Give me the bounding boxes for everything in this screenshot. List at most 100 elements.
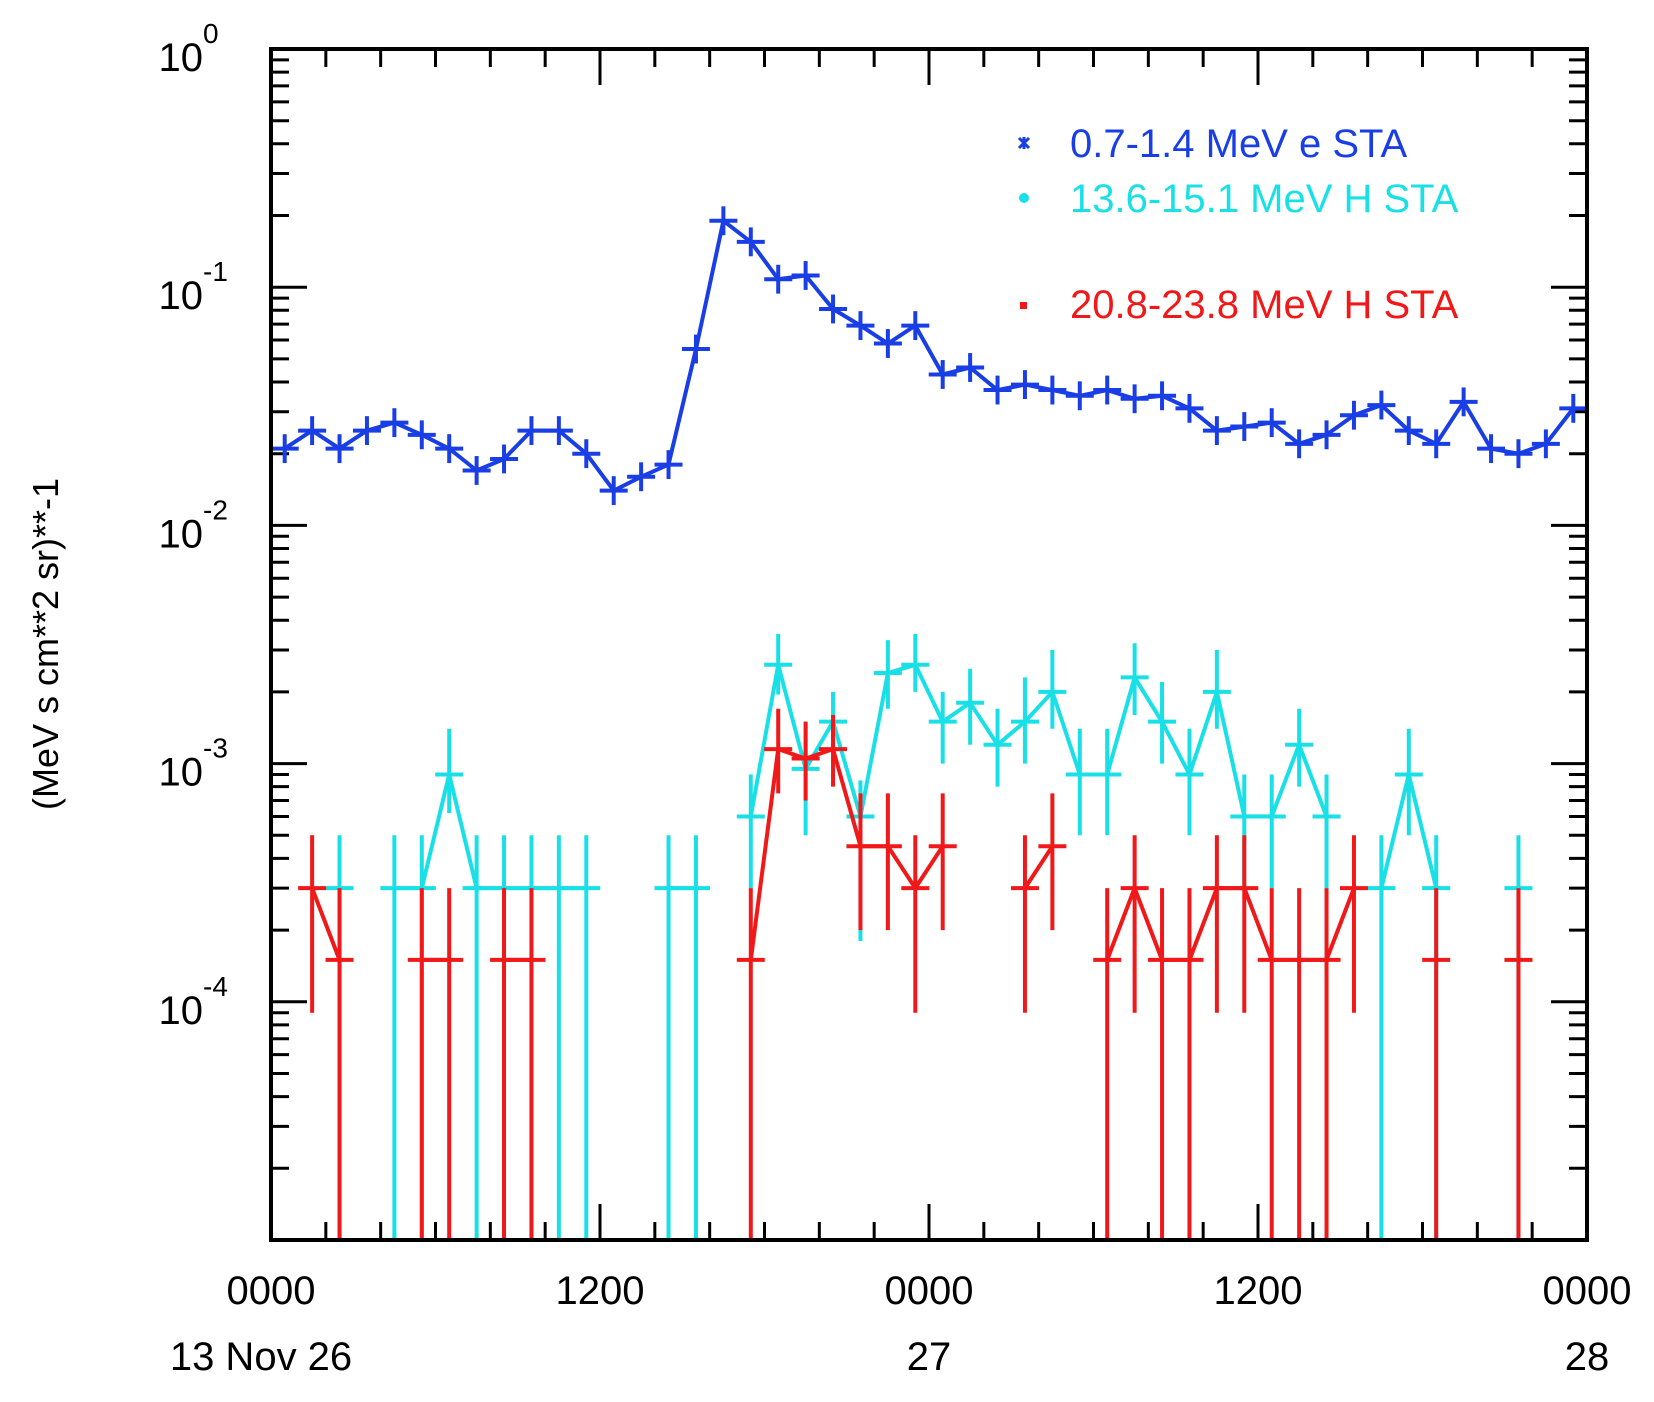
data-point (1559, 393, 1588, 423)
data-point (928, 360, 957, 389)
data-point (819, 714, 848, 787)
data-point (709, 206, 738, 236)
data-point (1175, 888, 1204, 1240)
data-point (1120, 384, 1149, 414)
y-tick-label: 10 (159, 751, 204, 795)
series-2 (298, 708, 1533, 1240)
data-point (873, 329, 902, 358)
data-point (901, 634, 930, 692)
x-tick-label-time: 1200 (556, 1269, 645, 1313)
data-point (873, 793, 902, 931)
data-point (1230, 412, 1259, 441)
data-point (627, 462, 656, 492)
data-point (462, 456, 491, 485)
data-point (1504, 888, 1533, 1240)
y-tick-label: 10 (159, 36, 204, 80)
x-tick-label-time: 1200 (1214, 1269, 1303, 1313)
data-point (1504, 439, 1533, 469)
data-point (681, 835, 710, 1240)
data-point (1449, 387, 1478, 417)
data-point (380, 835, 409, 1240)
data-point (736, 888, 765, 1240)
data-point (1093, 888, 1122, 1240)
y-tick-exponent: -2 (203, 494, 228, 525)
data-point (1202, 649, 1231, 729)
data-point (956, 353, 985, 382)
data-point (407, 888, 436, 1240)
series-line (1023, 845, 1055, 890)
series-line (748, 662, 1329, 819)
data-point (846, 793, 875, 931)
data-point (1285, 429, 1314, 459)
y-tick-label: 10 (159, 512, 204, 556)
x-tick-label-time: 0000 (227, 1269, 316, 1313)
data-point (435, 728, 464, 814)
y-tick-exponent: -1 (203, 256, 228, 287)
data-point (1175, 728, 1204, 836)
data-point (928, 793, 957, 931)
data-point (435, 888, 464, 1240)
data-point (352, 416, 381, 446)
data-point (1257, 408, 1286, 438)
data-point (764, 264, 793, 294)
data-point (1010, 835, 1039, 1013)
legend-label: 13.6-15.1 MeV H STA (1070, 177, 1459, 221)
data-point (1148, 682, 1177, 764)
data-point (1010, 370, 1039, 400)
data-point (1257, 774, 1286, 889)
data-point (983, 708, 1012, 787)
data-point (380, 408, 409, 438)
legend: 0.7-1.4 MeV e STA 13.6-15.1 MeV H STA 20.8… (1017, 122, 1459, 327)
series-layer (270, 206, 1588, 1240)
data-point (1120, 643, 1149, 715)
data-point (1422, 429, 1451, 459)
data-point (1148, 381, 1177, 411)
data-point (1202, 416, 1231, 446)
data-point (490, 888, 519, 1240)
data-point (1477, 434, 1506, 464)
data-point (681, 334, 710, 364)
x-tick-label-date: 28 (1565, 1335, 1610, 1379)
data-point (298, 416, 327, 446)
data-point (325, 888, 354, 1240)
data-point (1120, 835, 1149, 1013)
data-point (1010, 677, 1039, 764)
data-point (1038, 649, 1067, 729)
data-point (791, 721, 820, 801)
data-point (1285, 888, 1314, 1240)
data-point (928, 691, 957, 764)
data-point (407, 420, 436, 450)
data-point (1394, 416, 1423, 446)
data-point (983, 375, 1012, 405)
data-point (1285, 708, 1314, 787)
y-tick-exponent: -3 (203, 733, 228, 764)
data-point (1531, 429, 1560, 459)
data-point (544, 835, 573, 1240)
data-point (1175, 393, 1204, 423)
data-point (1367, 390, 1396, 420)
legend-label: 20.8-23.8 MeV H STA (1070, 283, 1459, 327)
y-tick-exponent: -4 (203, 971, 228, 1002)
x-tick-labels: 0000 13 Nov 26 1200 0000 27 1200 0000 28 (170, 1269, 1632, 1379)
data-point (572, 835, 601, 1240)
legend-marker-circle-icon (1019, 193, 1029, 203)
data-point (1422, 888, 1451, 1240)
y-axis-label: (MeV s cm**2 sr)**-1 (25, 478, 66, 810)
data-point (846, 311, 875, 340)
data-point (873, 640, 902, 709)
x-tick-label-date: 27 (907, 1335, 952, 1379)
data-point (1312, 420, 1341, 450)
data-point (819, 294, 848, 324)
data-point (325, 434, 354, 464)
data-point (1394, 728, 1423, 836)
series-line (310, 887, 342, 961)
major-ticks (269, 47, 1589, 1240)
data-point (654, 835, 683, 1240)
data-point (1230, 835, 1259, 1013)
data-point (1065, 381, 1094, 411)
data-point (736, 774, 765, 889)
data-point (435, 434, 464, 464)
data-point (901, 311, 930, 340)
data-point (490, 444, 519, 474)
